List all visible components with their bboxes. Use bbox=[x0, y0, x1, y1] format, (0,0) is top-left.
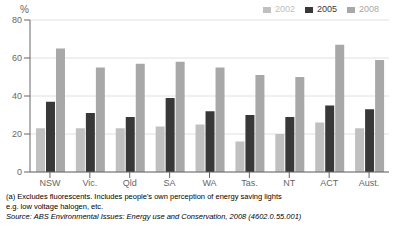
svg-text:0: 0 bbox=[17, 167, 22, 177]
svg-text:WA: WA bbox=[202, 178, 216, 188]
svg-text:SA: SA bbox=[164, 178, 176, 188]
html-text:(a) Excludes fluorescents. Inc: (a) Excludes fluorescents. Includes peop… bbox=[6, 192, 282, 201]
html-text:e.g. low voltage halogen, etc.: e.g. low voltage halogen, etc. bbox=[6, 202, 104, 211]
html-text:2008: 2008 bbox=[359, 4, 379, 14]
svg-text:Vic.: Vic. bbox=[82, 178, 97, 188]
svg-text:80: 80 bbox=[12, 15, 22, 25]
html-text:Source: ABS Environmental Issu: Source: ABS Environmental Issues: Energy… bbox=[6, 212, 302, 221]
html-text:2005: 2005 bbox=[316, 4, 337, 14]
svg-text:Aust.: Aust. bbox=[359, 178, 380, 188]
svg-text:ACT: ACT bbox=[320, 178, 339, 188]
svg-text:NT: NT bbox=[283, 178, 295, 188]
svg-text:NSW: NSW bbox=[39, 178, 61, 188]
svg-text:60: 60 bbox=[12, 53, 22, 63]
svg-text:Tas.: Tas. bbox=[241, 178, 258, 188]
svg-text:Qld: Qld bbox=[123, 178, 137, 188]
svg-text:20: 20 bbox=[12, 129, 22, 139]
html-text:2002: 2002 bbox=[274, 4, 295, 14]
svg-text:40: 40 bbox=[12, 91, 22, 101]
